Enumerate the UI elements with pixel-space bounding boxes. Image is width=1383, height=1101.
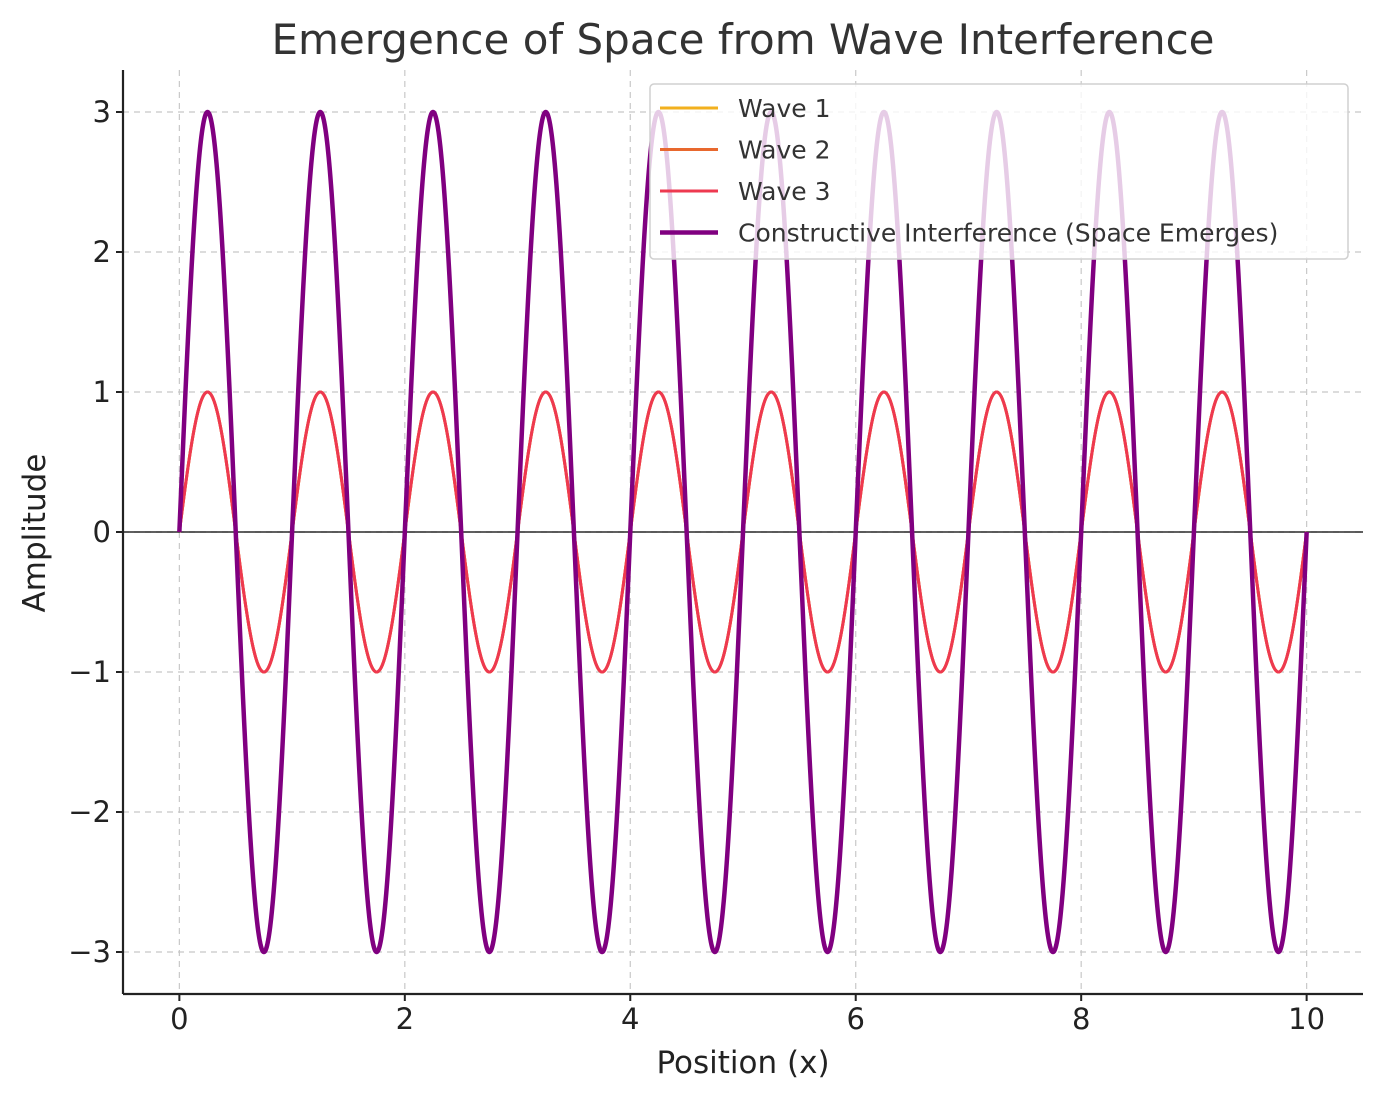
x-tick-label-2: 4 [621, 1002, 639, 1036]
legend-label-1: Wave 1 [738, 94, 830, 123]
x-axis-label: Position (x) [656, 1045, 829, 1081]
legend-box [649, 83, 1349, 260]
legend: Wave 1 Wave 2 Wave 3 Constructive Interfere… [649, 83, 1349, 260]
legend-label-2: Wave 2 [738, 136, 830, 165]
y-tick-label-3: 0 [93, 515, 111, 549]
legend-label-4: Constructive Interference (Space Emerges… [738, 219, 1278, 248]
x-tick-label-0: 0 [170, 1002, 188, 1036]
y-tick-label-1: −2 [68, 795, 111, 829]
chart-title: Emergence of Space from Wave Interferenc… [271, 15, 1214, 64]
y-tick-label-5: 2 [93, 235, 111, 269]
y-axis-label: Amplitude [17, 454, 53, 613]
y-tick-label-0: −3 [68, 935, 111, 969]
legend-label-3: Wave 3 [738, 177, 830, 206]
x-tick-label-3: 6 [847, 1002, 865, 1036]
x-tick-label-5: 10 [1288, 1002, 1325, 1036]
x-tick-label-4: 8 [1072, 1002, 1090, 1036]
x-tick-label-1: 2 [396, 1002, 414, 1036]
y-tick-label-2: −1 [68, 655, 111, 689]
y-axis-ticks: −3 −2 −1 0 1 2 3 [68, 95, 123, 969]
y-tick-label-4: 1 [93, 375, 111, 409]
y-tick-label-6: 3 [93, 95, 111, 129]
x-axis-ticks: 0 2 4 6 8 10 [170, 994, 1325, 1036]
